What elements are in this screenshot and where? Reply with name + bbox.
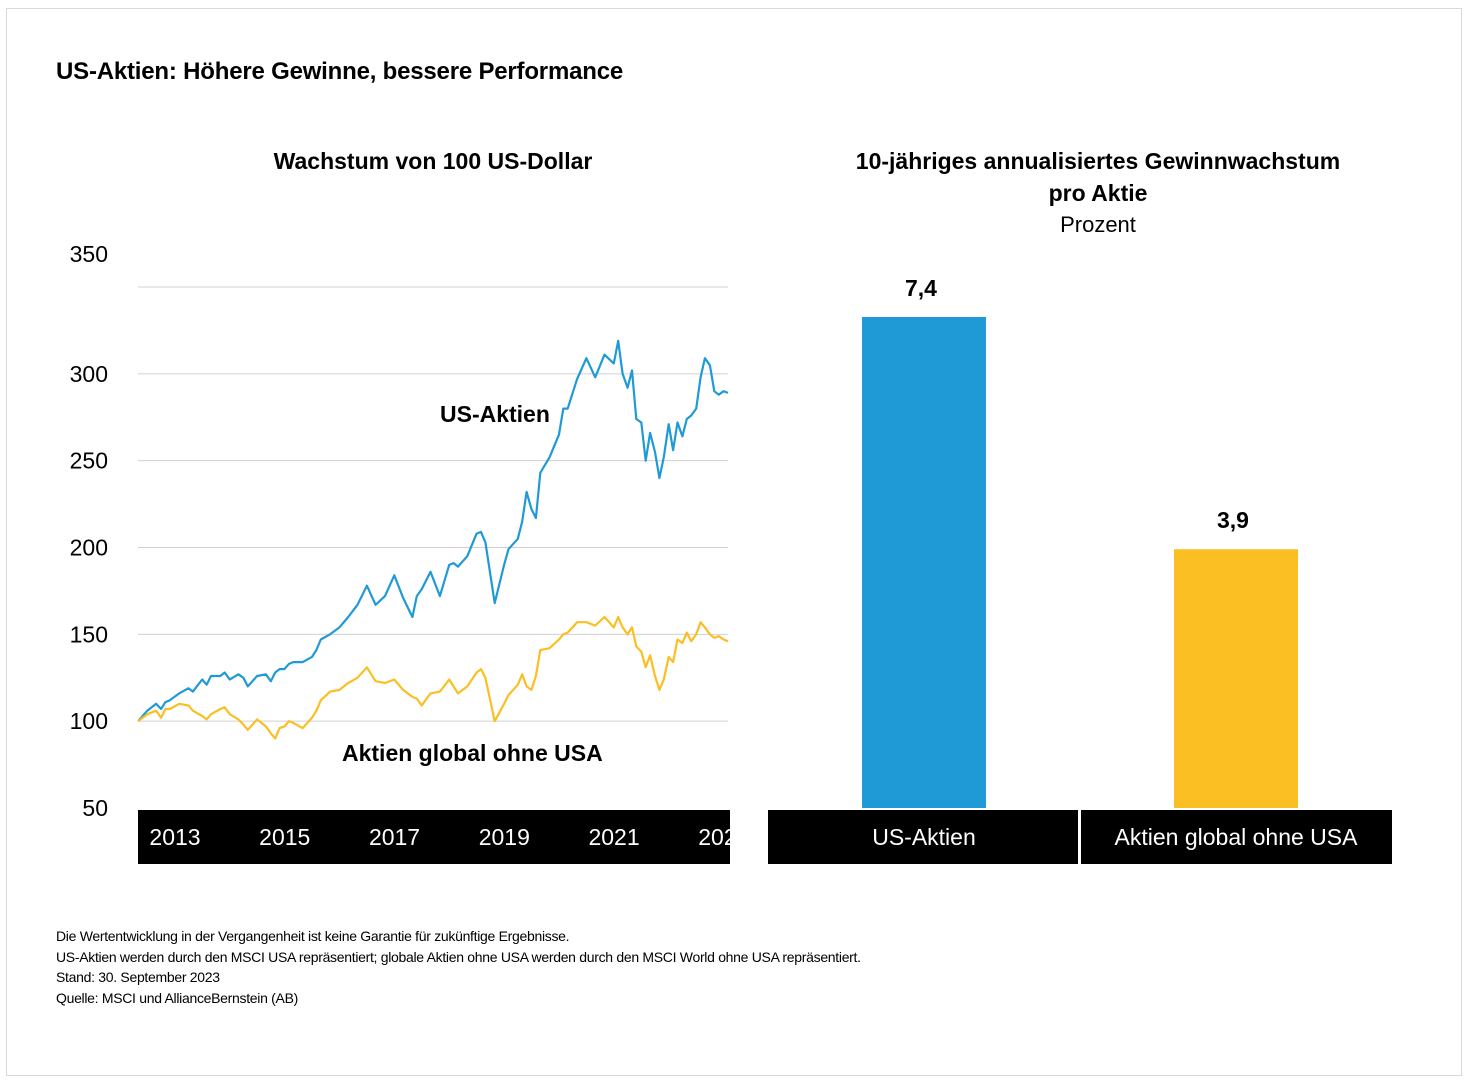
- footnote-date: Stand: 30. September 2023: [56, 969, 220, 985]
- bar-us: [862, 317, 986, 808]
- y-tick-label: 250: [70, 448, 108, 474]
- bar-chart-title-line2: pro Aktie: [1048, 180, 1148, 206]
- line-chart-gridlines: [138, 286, 728, 722]
- x-tick-label: 2021: [588, 824, 639, 850]
- x-tick-label: 2017: [369, 824, 420, 850]
- x-tick-label: 2023: [698, 824, 749, 850]
- y-tick-label: 200: [70, 535, 108, 561]
- series-label-us: US-Aktien: [440, 401, 550, 427]
- bar-chart: 7,4 US-Aktien 3,9 Aktien global ohne USA: [768, 275, 1392, 864]
- y-tick-label: 350: [70, 241, 108, 267]
- bar-chart-units: Prozent: [1060, 212, 1136, 237]
- y-tick-label: 150: [70, 621, 108, 647]
- series-label-global: Aktien global ohne USA: [342, 740, 603, 766]
- x-tick-label: 2019: [479, 824, 530, 850]
- bar-category-band: [768, 810, 1078, 864]
- footnote-disclaimer: Die Wertentwicklung in der Vergangenheit…: [56, 928, 570, 944]
- y-tick-label: 100: [70, 708, 108, 734]
- line-chart-title: Wachstum von 100 US-Dollar: [273, 148, 593, 174]
- footnotes: Die Wertentwicklung in der Vergangenheit…: [56, 926, 861, 1008]
- page-title: US-Aktien: Höhere Gewinne, bessere Perfo…: [56, 58, 623, 85]
- bar-chart-title-line1: 10-jähriges annualisiertes Gewinnwachstu…: [855, 148, 1341, 174]
- x-tick-label: 2013: [149, 824, 200, 850]
- chart-frame: [6, 8, 1462, 1076]
- bar-global: [1174, 549, 1298, 808]
- footnote-indices: US-Aktien werden durch den MSCI USA repr…: [56, 948, 861, 965]
- bar-category-band: [1081, 810, 1392, 864]
- y-tick-label: 50: [82, 795, 108, 821]
- bar-value-label: 7,4: [905, 275, 937, 301]
- series-line-us: [137, 339, 729, 722]
- line-chart-x-axis-band: [138, 810, 730, 864]
- bar-category-label: Aktien global ohne USA: [1115, 824, 1359, 850]
- line-chart-x-tick-labels: 2013 2015 2017 2019 2021 2023: [149, 824, 749, 850]
- bar-category-label: US-Aktien: [872, 824, 976, 850]
- bar-value-label: 3,9: [1217, 507, 1249, 533]
- line-chart-y-tick-labels: 50 100 150 200 250 300 350: [70, 241, 108, 821]
- series-line-global: [137, 615, 729, 740]
- footnote-source: Quelle: MSCI und AllianceBernstein (AB): [56, 989, 298, 1006]
- line-chart-series: [137, 339, 729, 740]
- y-tick-label: 300: [70, 361, 108, 387]
- x-tick-label: 2015: [259, 824, 310, 850]
